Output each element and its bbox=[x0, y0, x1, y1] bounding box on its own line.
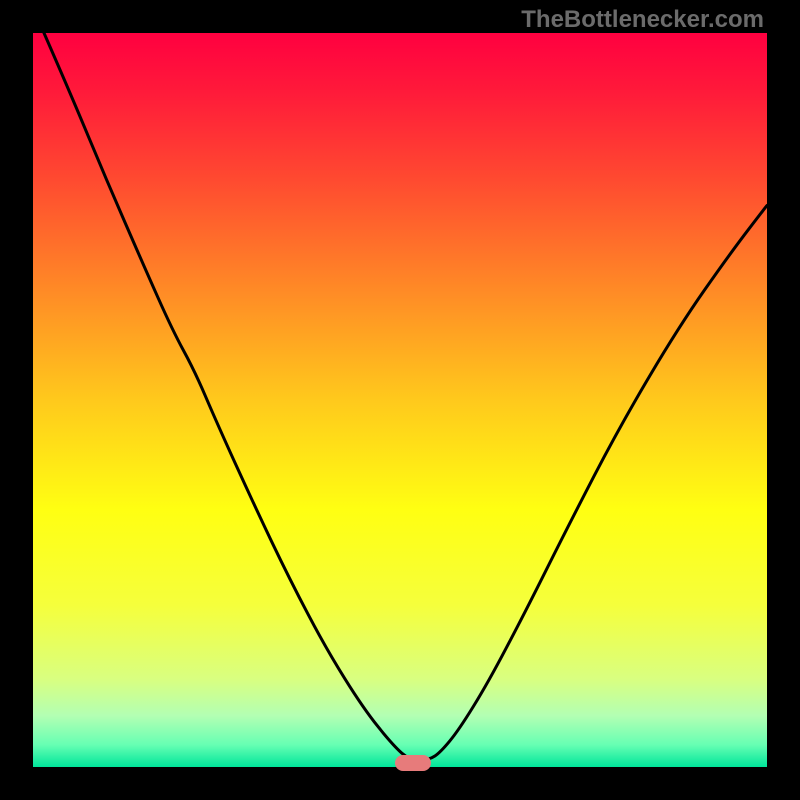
watermark-text: TheBottlenecker.com bbox=[521, 6, 764, 34]
optimal-marker bbox=[395, 755, 431, 771]
plot-area bbox=[33, 33, 767, 767]
chart-container: TheBottlenecker.com bbox=[0, 0, 800, 800]
